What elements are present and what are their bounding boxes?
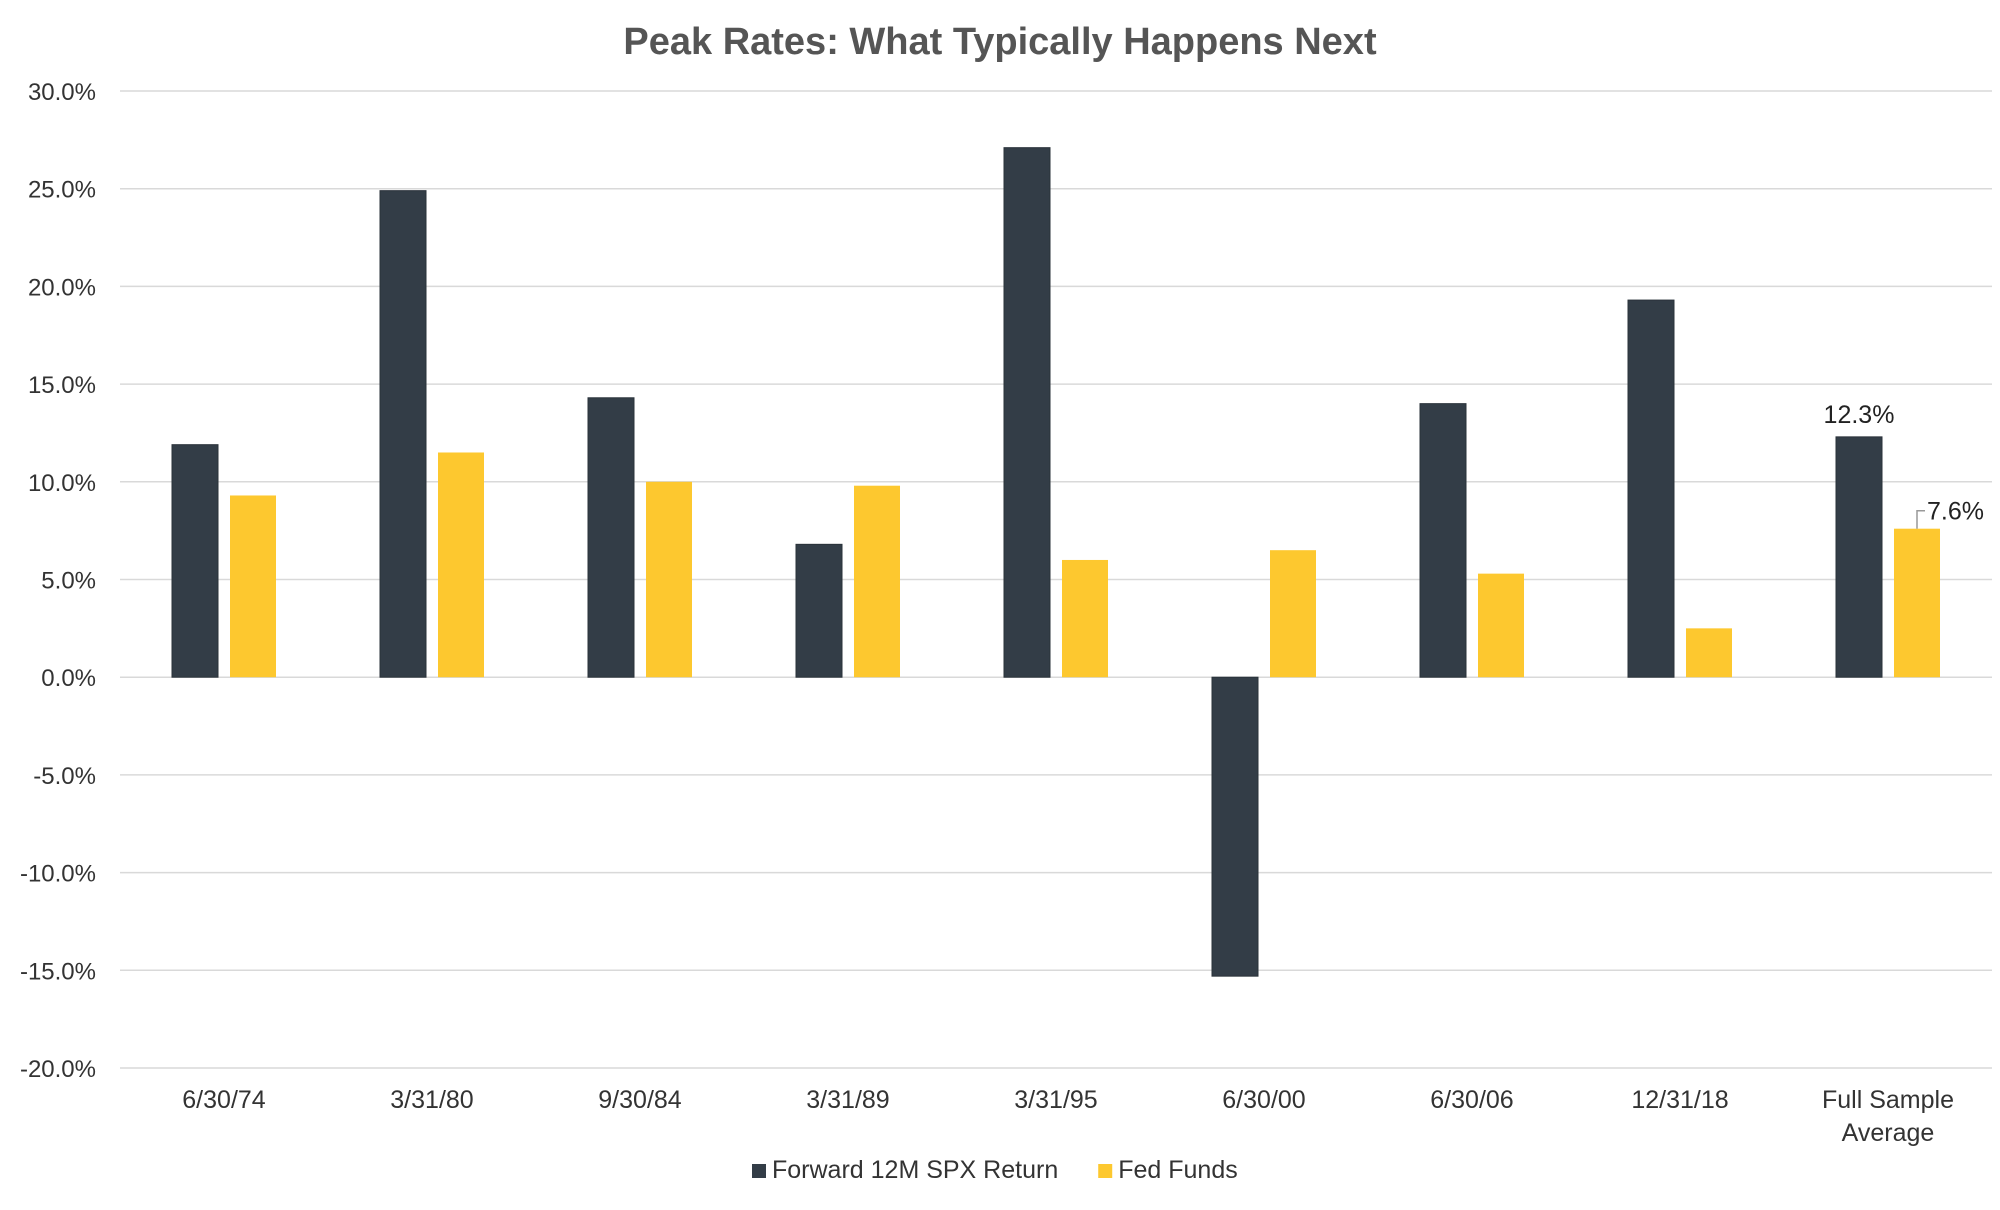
y-tick-label: -5.0% [33, 763, 96, 790]
y-tick-label: -10.0% [20, 861, 96, 888]
bars [171, 147, 1940, 977]
bar-fed-funds [1686, 628, 1732, 678]
legend-swatch [752, 1164, 766, 1178]
legend: Forward 12M SPX Return Fed Funds [752, 1156, 1238, 1184]
x-tick-label: 3/31/80 [390, 1086, 473, 1114]
y-tick-label: -15.0% [20, 958, 96, 985]
bar-spx-return [379, 190, 427, 678]
x-tick-label: 12/31/18 [1631, 1086, 1728, 1114]
x-tick-label: 9/30/84 [598, 1086, 682, 1114]
bar-spx-return [1419, 403, 1467, 678]
y-tick-label: 0.0% [41, 665, 96, 692]
data-label: 7.6% [1927, 498, 1984, 526]
bar-fed-funds [646, 481, 692, 678]
data-label: 12.3% [1824, 401, 1895, 429]
y-tick-label: 15.0% [28, 372, 96, 399]
y-tick-label: -20.0% [20, 1056, 96, 1083]
data-labels: 12.3% 7.6% [1824, 401, 1984, 529]
bar-fed-funds [854, 485, 900, 678]
legend-label: Forward 12M SPX Return [772, 1156, 1058, 1184]
bar-fed-funds [1894, 528, 1940, 678]
x-tick-label: Full Sample Average [1822, 1086, 1954, 1147]
bar-spx-return [171, 444, 219, 678]
x-axis-tick-labels: 6/30/74 3/31/80 9/30/84 3/31/89 3/31/95 6/30/… [182, 1086, 1954, 1147]
bar-spx-return [1627, 299, 1675, 678]
bar-fed-funds [1270, 550, 1316, 678]
legend-item: Fed Funds [1098, 1156, 1238, 1184]
x-tick-label: 6/30/74 [182, 1086, 266, 1114]
legend-item: Forward 12M SPX Return [752, 1156, 1058, 1184]
y-tick-label: 10.0% [28, 470, 96, 497]
y-axis-tick-labels: 30.0% 25.0% 20.0% 15.0% 10.0% 5.0% 0.0% -5.0% -1… [20, 79, 96, 1083]
bar-fed-funds [230, 495, 276, 678]
y-tick-label: 20.0% [28, 274, 96, 301]
bar-spx-return [587, 397, 635, 678]
bar-fed-funds [438, 452, 484, 678]
legend-label: Fed Funds [1118, 1156, 1238, 1184]
chart-title: Peak Rates: What Typically Happens Next [623, 21, 1377, 63]
bar-spx-return [795, 543, 843, 678]
x-tick-label: 6/30/06 [1430, 1086, 1513, 1114]
x-tick-label: 3/31/95 [1014, 1086, 1097, 1114]
y-tick-label: 30.0% [28, 79, 96, 106]
y-tick-label: 25.0% [28, 177, 96, 204]
y-tick-label: 5.0% [41, 568, 96, 595]
x-tick-label: 3/31/89 [806, 1086, 889, 1114]
bar-spx-return [1835, 436, 1883, 678]
bar-fed-funds [1062, 559, 1108, 678]
x-tick-label: 6/30/00 [1222, 1086, 1305, 1114]
bar-fed-funds [1478, 573, 1524, 678]
data-label-leader [1916, 509, 1925, 529]
bar-spx-return [1003, 147, 1051, 678]
legend-swatch [1098, 1164, 1113, 1178]
bar-spx-return [1211, 676, 1259, 977]
gridlines [120, 90, 1992, 1069]
